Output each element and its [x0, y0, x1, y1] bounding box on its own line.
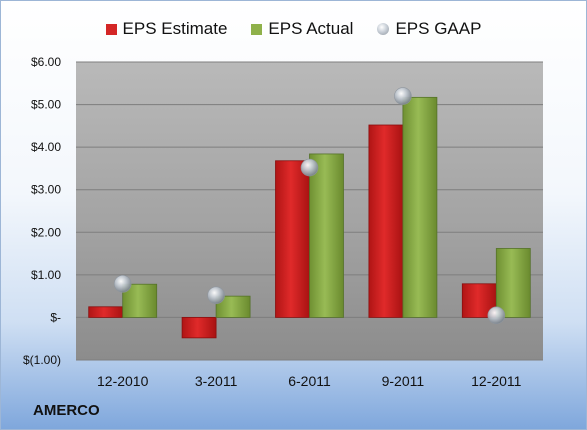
bar-eps-actual	[215, 295, 251, 318]
y-tick-label: $2.00	[31, 225, 61, 239]
bar-eps-actual	[402, 96, 438, 318]
y-tick-label: $-	[50, 310, 61, 324]
y-tick-label: $1.00	[31, 268, 61, 282]
x-category-label: 9-2011	[382, 373, 425, 389]
marker-eps-gaap	[207, 286, 225, 305]
y-tick-label: $5.00	[31, 98, 61, 112]
bar-eps-estimate	[88, 306, 124, 318]
marker-eps-gaap	[113, 274, 132, 293]
bar-eps-actual	[495, 248, 531, 318]
legend-label-eps-estimate: EPS Estimate	[122, 19, 228, 38]
y-tick-label: $6.00	[31, 55, 61, 69]
marker-eps-gaap	[487, 306, 506, 325]
x-category-label: 12-2011	[471, 373, 522, 389]
y-tick-label: $(1.00)	[23, 353, 61, 367]
y-tick-label: $4.00	[31, 140, 61, 154]
y-axis-ticks: $6.00 $5.00 $4.00 $3.00 $2.00 $1.00 $- $(1.00)	[23, 55, 61, 367]
legend-swatch-eps-estimate	[105, 23, 117, 35]
marker-eps-gaap	[300, 158, 319, 177]
y-tick-label: $3.00	[31, 183, 61, 197]
x-category-label: 6-2011	[288, 373, 331, 389]
legend-swatch-eps-gaap	[377, 23, 390, 35]
gaap-markers	[113, 87, 506, 325]
legend-item-eps-gaap: EPS GAAP	[377, 19, 481, 39]
legend-item-eps-actual: EPS Actual	[251, 19, 353, 39]
bar-eps-actual	[309, 153, 344, 318]
legend-label-eps-gaap: EPS GAAP	[395, 19, 482, 38]
bar-eps-estimate	[275, 160, 310, 318]
x-axis-labels: 12-2010 3-2011 6-2011 9-2011 12-2011	[97, 373, 522, 389]
legend: EPS Estimate EPS Actual EPS GAAP	[0, 16, 587, 42]
x-category-label: 12-2010	[97, 373, 149, 389]
x-category-label: 3-2011	[195, 373, 238, 389]
marker-eps-gaap	[394, 87, 412, 105]
legend-swatch-eps-actual	[251, 23, 263, 35]
bar-eps-estimate	[368, 124, 404, 318]
company-name: AMERCO	[33, 402, 100, 419]
legend-item-eps-estimate: EPS Estimate	[105, 19, 228, 39]
bar-eps-estimate	[181, 317, 217, 339]
legend-label-eps-actual: EPS Actual	[268, 19, 354, 38]
